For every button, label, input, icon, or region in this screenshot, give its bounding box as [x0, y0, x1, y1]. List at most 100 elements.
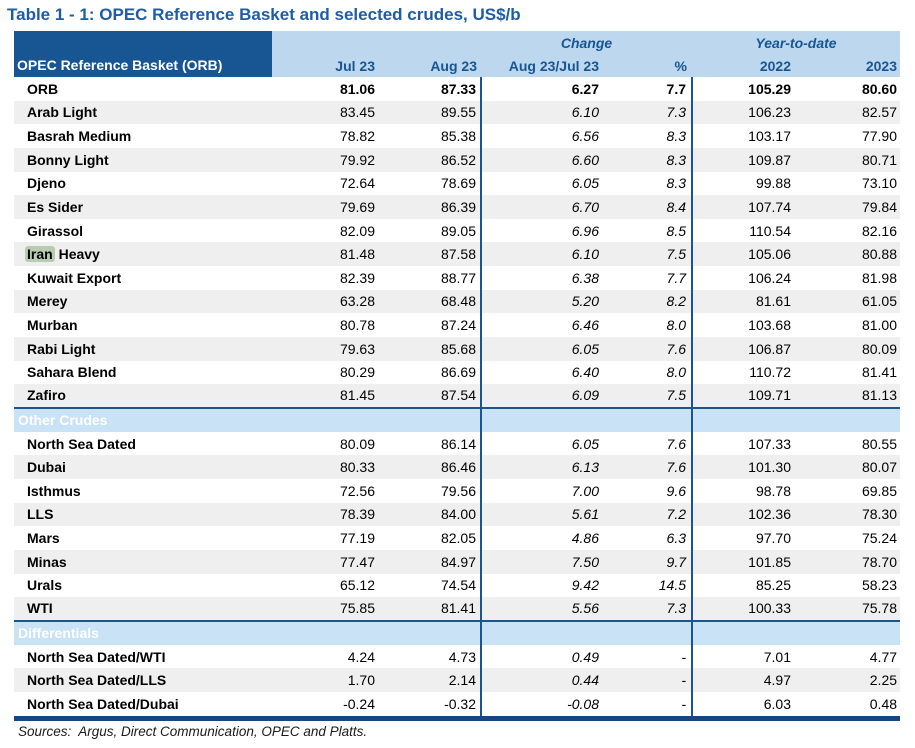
- value-cell: 7.5: [607, 384, 693, 408]
- value-cell: 7.3: [607, 597, 693, 621]
- value-cell: 79.63: [272, 336, 381, 361]
- table-row: LLS 78.39 84.00 5.61 7.2 102.36 78.30: [14, 502, 901, 527]
- value-cell: 78.70: [798, 549, 901, 574]
- value-cell: 6.3: [607, 526, 693, 550]
- value-cell: 105.06: [692, 242, 798, 266]
- value-cell: 81.00: [861, 317, 898, 334]
- value-cell: 101.85: [692, 549, 798, 574]
- table-body: ORB 81.06 87.33 6.27 7.7 105.29 80.60 Arab Ligh…: [14, 77, 901, 716]
- table-row: Murban 80.78 87.24 6.46 8.0 103.68 81.00: [14, 313, 900, 337]
- crude-name-cell: Kuwait Export: [27, 269, 122, 286]
- value-cell: 6.09: [481, 384, 607, 408]
- value-cell: 14.5: [607, 573, 693, 598]
- header-group-row: OPEC Reference Basket (ORB) Change Year-…: [14, 31, 901, 77]
- table-bottom-double-rule: [14, 716, 900, 721]
- table-row: Sahara Blend 80.29 86.69 6.40 8.0 110.72 81.41: [14, 360, 900, 385]
- value-cell: 84.00: [381, 502, 482, 527]
- value-cell: 80.09: [798, 336, 901, 361]
- col-header-jul23: Jul 23: [272, 54, 381, 77]
- value-cell: 103.68: [748, 317, 791, 334]
- crude-name-cell: ORB: [27, 80, 59, 97]
- value-cell: 105.29: [748, 80, 791, 97]
- crude-name-cell: Urals: [27, 577, 63, 594]
- value-cell: 8.3: [607, 171, 693, 196]
- value-cell: 81.61: [692, 289, 798, 314]
- table-row: Merey 63.28 68.48 5.20 8.2 81.61 61.05: [14, 289, 901, 314]
- crude-name-cell: Bonny Light: [14, 147, 272, 172]
- section-header-row: Differentials: [14, 619, 901, 645]
- col-header-aug23: Aug 23: [381, 54, 481, 77]
- value-cell: 86.39: [381, 195, 482, 219]
- col-header-2023: 2023: [798, 54, 901, 77]
- value-cell: 78.82: [339, 128, 375, 145]
- value-cell: 8.2: [607, 289, 693, 314]
- crude-name-cell: Iran Heavy: [14, 242, 272, 266]
- value-cell: 81.48: [272, 242, 381, 266]
- crude-name-cell: Girassol: [27, 222, 84, 239]
- value-cell: 7.6: [607, 336, 693, 361]
- value-cell: 72.56: [339, 482, 375, 499]
- header-columns-row: Jul 23 Aug 23 Aug 23/Jul 23 % 2022 2023: [14, 54, 901, 77]
- value-cell: 103.17: [748, 128, 791, 145]
- value-cell: 5.56: [481, 597, 607, 621]
- value-cell: 8.3: [607, 124, 693, 148]
- value-cell: 6.46: [571, 317, 599, 334]
- table-row: Es Sider 79.69 86.39 6.70 8.4 107.74 79.84: [14, 195, 901, 219]
- table-row: Minas 77.47 84.97 7.50 9.7 101.85 78.70: [14, 549, 901, 574]
- table-row: Isthmus 72.56 79.56 7.00 9.6 98.78 69.85: [14, 479, 900, 503]
- value-cell: 6.38: [571, 269, 599, 286]
- value-cell: 89.05: [381, 218, 482, 243]
- value-cell: 2.25: [798, 668, 901, 692]
- table-row: North Sea Dated/WTI 4.24 4.73 0.49- 7.01 4.77: [14, 644, 900, 669]
- sources-note: Sources: Argus, Direct Communication, OP…: [18, 724, 368, 739]
- table-row: Bonny Light 79.92 86.52 6.60 8.3 109.87 80.71: [14, 147, 901, 172]
- value-cell: 79.69: [272, 195, 381, 219]
- value-cell: -: [607, 644, 693, 669]
- value-cell: 87.33: [381, 77, 482, 101]
- header-spacer-cell: [272, 31, 481, 54]
- value-cell: 100.33: [692, 597, 798, 621]
- table-row: Djeno 72.64 78.69 6.05 8.3 99.88 73.10: [14, 171, 900, 196]
- value-cell: 81.45: [272, 384, 381, 408]
- value-cell: 85.68: [381, 336, 482, 361]
- section-title-cell: Other Crudes: [14, 406, 272, 432]
- crude-name-cell: North Sea Dated/Dubai: [27, 695, 179, 712]
- value-cell: 6.27: [571, 80, 599, 97]
- value-cell: 8.4: [607, 195, 693, 219]
- value-cell: 107.74: [692, 195, 798, 219]
- value-cell: 87.24: [381, 313, 482, 337]
- section-fill-cell: [692, 619, 901, 645]
- value-cell: 6.10: [481, 100, 607, 125]
- value-cell: 80.88: [798, 242, 901, 266]
- table-row: WTI 75.85 81.41 5.56 7.3 100.33 75.78: [14, 597, 901, 621]
- value-cell: 81.06: [339, 80, 375, 97]
- value-cell: 7.7: [607, 77, 693, 101]
- value-cell: -0.32: [381, 692, 482, 716]
- table-row: Zafiro 81.45 87.54 6.09 7.5 109.71 81.13: [14, 384, 901, 408]
- value-cell: 0.48: [869, 695, 898, 712]
- value-cell: 72.64: [339, 175, 375, 192]
- table-row: ORB 81.06 87.33 6.27 7.7 105.29 80.60: [14, 77, 900, 101]
- value-cell: 109.87: [692, 147, 798, 172]
- value-cell: 1.70: [272, 668, 381, 692]
- value-cell: 80.60: [861, 80, 898, 97]
- value-cell: 75.78: [798, 597, 901, 621]
- crude-name-cell: Merey: [14, 289, 272, 314]
- table-row: North Sea Dated/LLS 1.70 2.14 0.44-4.97 2.25: [14, 668, 901, 692]
- value-cell: 78.39: [272, 502, 381, 527]
- value-cell: 7.2: [607, 502, 693, 527]
- value-cell: 6.70: [481, 195, 607, 219]
- table-row: Girassol 82.09 89.05 6.96 8.5 110.54 82.16: [14, 218, 900, 243]
- value-cell: 82.39: [339, 269, 375, 286]
- value-cell: 80.07: [798, 455, 901, 479]
- table-header: OPEC Reference Basket (ORB) Change Year-…: [14, 31, 901, 77]
- value-cell: 80.78: [339, 317, 375, 334]
- value-cell: 78.30: [798, 502, 901, 527]
- crude-name-cell: Zafiro: [14, 384, 272, 408]
- value-cell: -: [607, 668, 693, 692]
- value-cell: 6.60: [481, 147, 607, 172]
- value-cell: 7.5: [607, 242, 693, 266]
- crude-name-cell: Sahara Blend: [27, 364, 117, 381]
- value-cell: 87.58: [381, 242, 482, 266]
- value-cell: 9.42: [571, 577, 599, 594]
